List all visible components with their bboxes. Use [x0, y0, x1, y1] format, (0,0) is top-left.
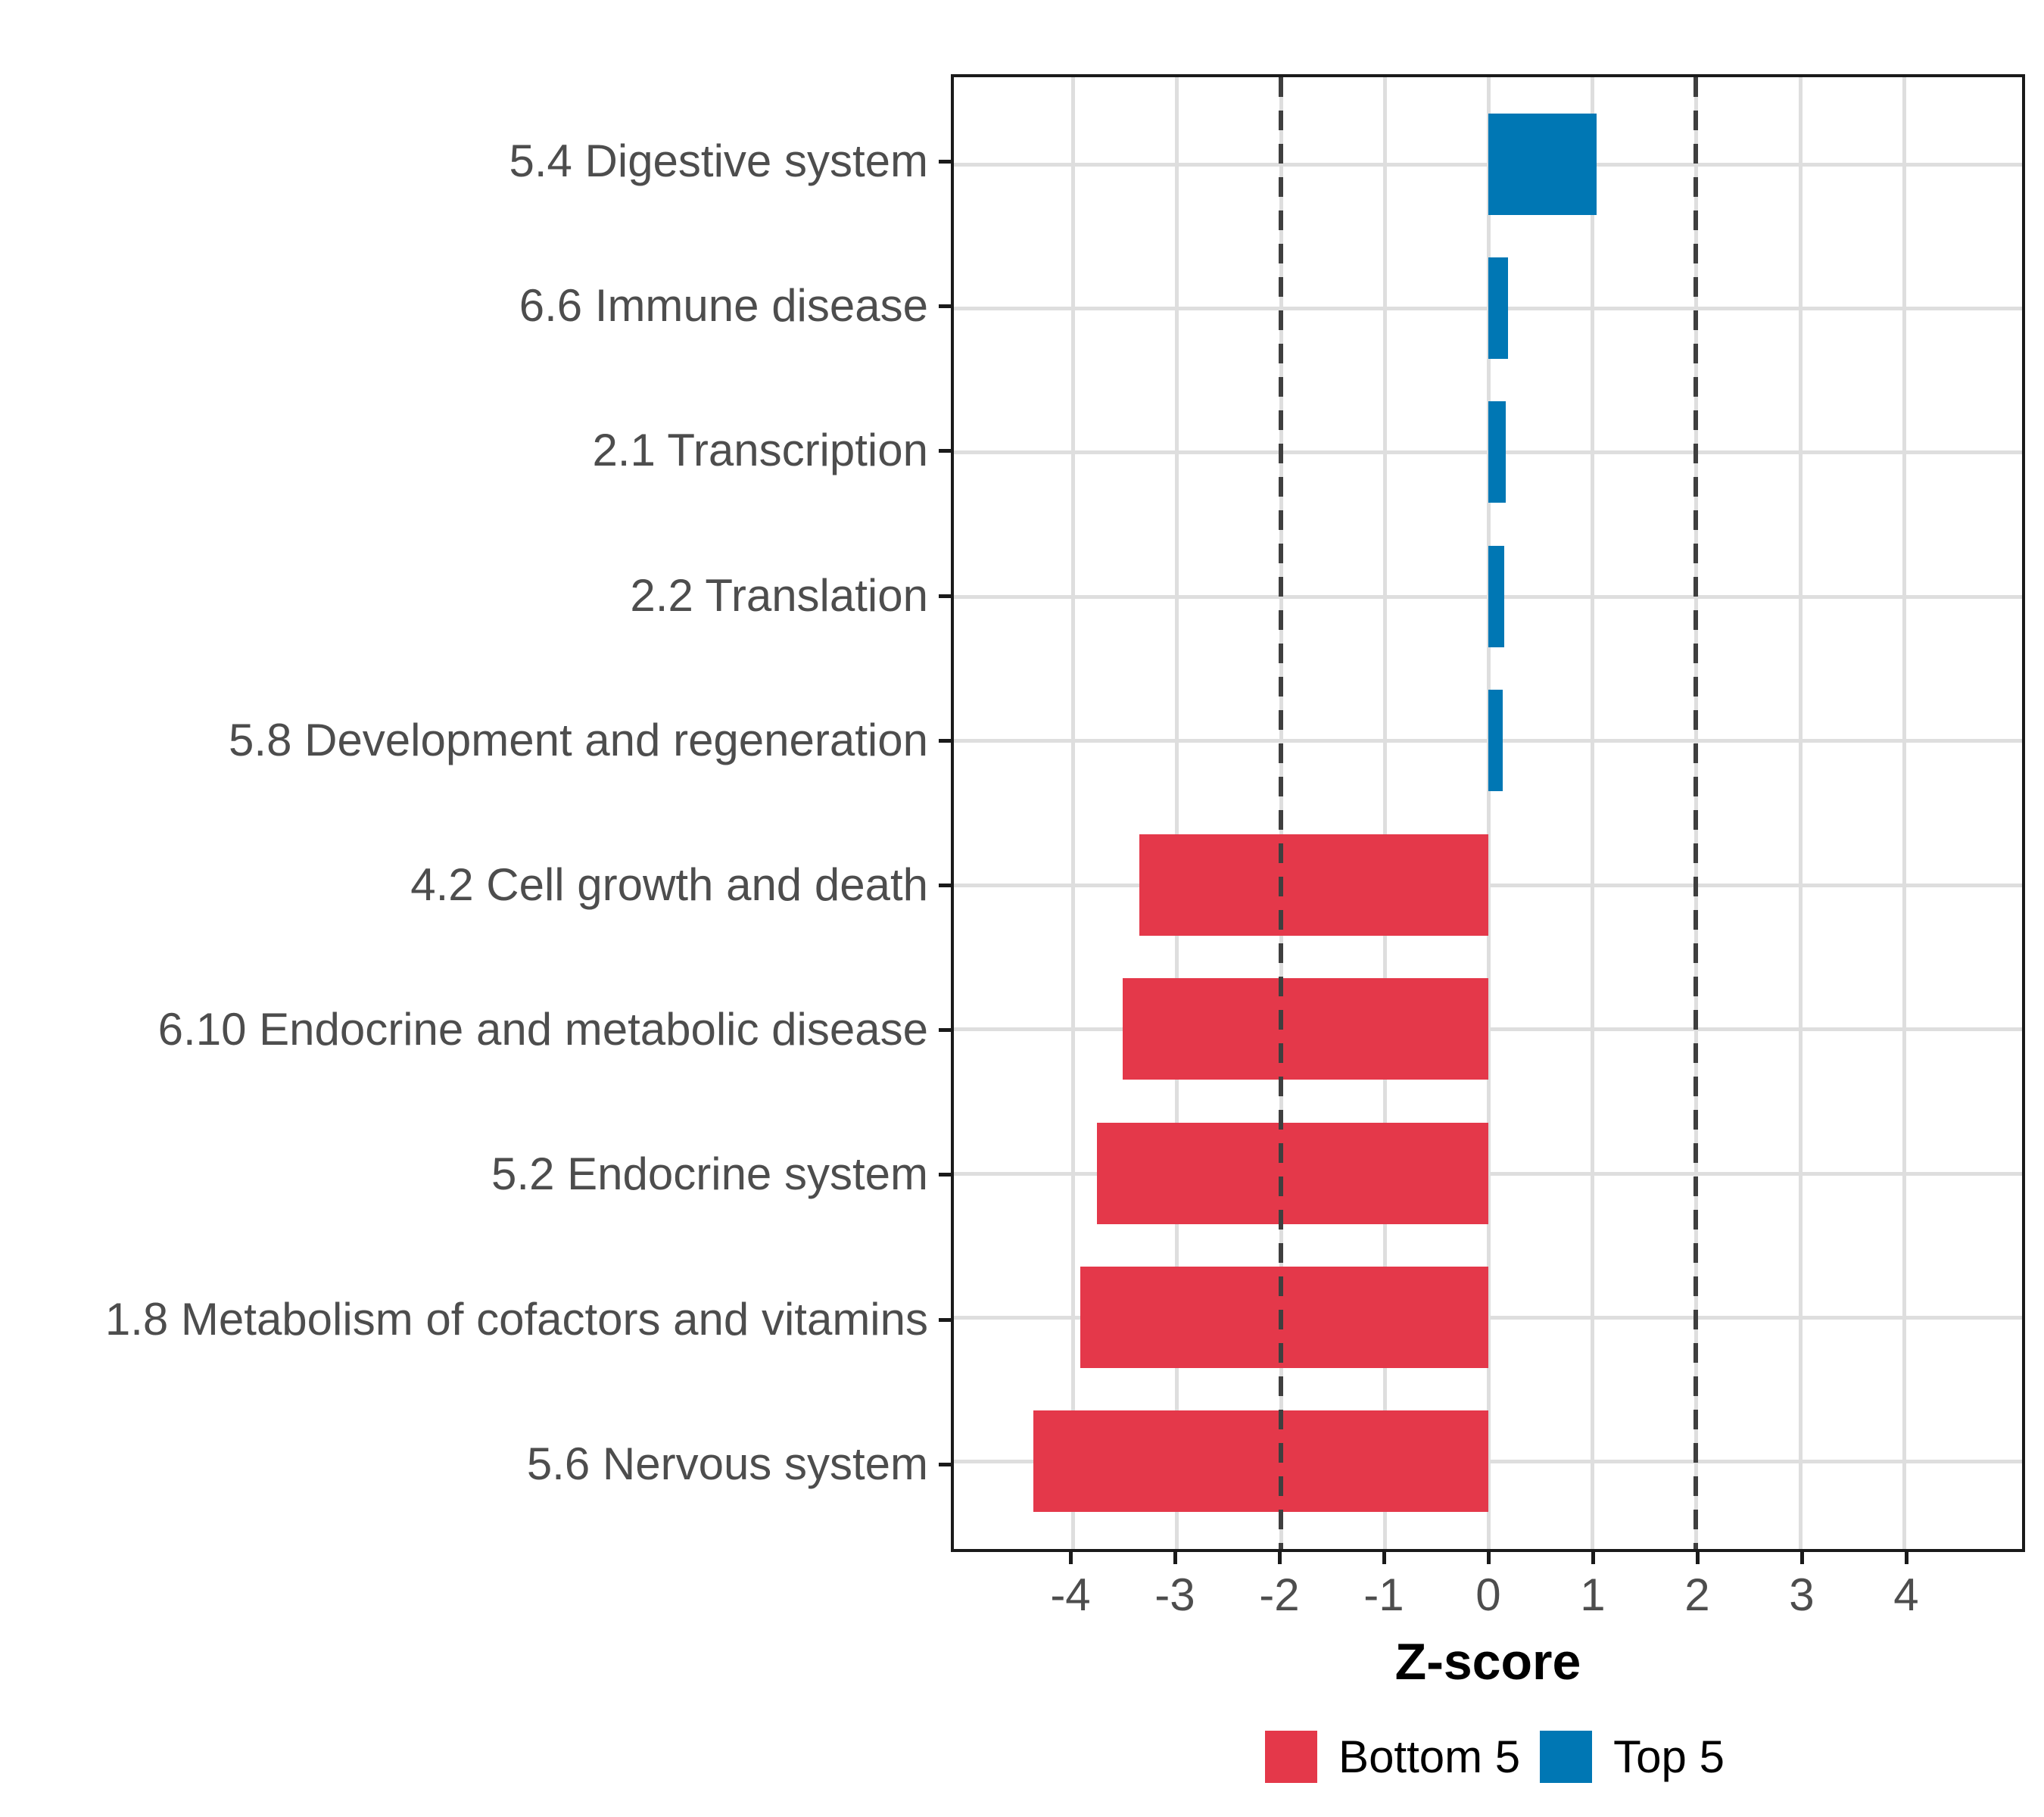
reference-line-2 — [1693, 77, 1699, 1549]
y-tick-mark — [939, 594, 951, 598]
bar-top — [1488, 690, 1503, 792]
gridline-row — [954, 450, 2022, 455]
x-tick-mark — [1591, 1552, 1595, 1564]
y-axis-label: 5.2 Endocrine system — [491, 1148, 928, 1200]
legend-item: Top 5 — [1540, 1730, 1725, 1783]
gridline-row — [954, 162, 2022, 167]
y-tick-mark — [939, 304, 951, 309]
legend-label: Bottom 5 — [1338, 1731, 1521, 1782]
y-tick-mark — [939, 1173, 951, 1177]
x-tick-label: -3 — [1154, 1569, 1195, 1620]
bar-top — [1488, 257, 1509, 359]
y-axis-label: 1.8 Metabolism of cofactors and vitamins — [104, 1293, 928, 1345]
gridline-x--4 — [1071, 77, 1076, 1549]
y-axis-label: 5.4 Digestive system — [509, 135, 928, 186]
plot-panel — [951, 74, 2025, 1552]
y-tick-mark — [939, 1028, 951, 1033]
y-axis-label: 4.2 Cell growth and death — [410, 859, 928, 911]
bar-bottom — [1139, 834, 1488, 936]
bar-bottom — [1096, 1122, 1488, 1224]
x-tick-mark — [1173, 1552, 1177, 1564]
y-axis-label: 2.2 Translation — [630, 569, 928, 621]
y-tick-mark — [939, 159, 951, 164]
legend-swatch — [1265, 1730, 1318, 1783]
legend-swatch — [1540, 1730, 1593, 1783]
legend: Bottom 5 Top 5 — [951, 1726, 2039, 1787]
bar-bottom — [1080, 1266, 1488, 1368]
x-tick-label: 2 — [1684, 1569, 1710, 1620]
gridline-row — [954, 739, 2022, 743]
gridline-x--1 — [1382, 77, 1387, 1549]
gridline-x-0 — [1486, 77, 1491, 1549]
gridline-row — [954, 594, 2022, 599]
x-tick-mark — [1069, 1552, 1073, 1564]
y-axis-label: 6.6 Immune disease — [519, 280, 928, 332]
gridline-x-1 — [1591, 77, 1595, 1549]
x-tick-label: 3 — [1789, 1569, 1815, 1620]
x-tick-mark — [1799, 1552, 1804, 1564]
legend-item: Bottom 5 — [1265, 1730, 1521, 1783]
y-tick-mark — [939, 449, 951, 453]
bar-bottom — [1122, 978, 1488, 1080]
x-tick-mark — [1695, 1552, 1700, 1564]
x-tick-label: -4 — [1050, 1569, 1091, 1620]
x-tick-mark — [1382, 1552, 1386, 1564]
x-tick-mark — [1486, 1552, 1491, 1564]
y-axis-label: 6.10 Endocrine and metabolic disease — [157, 1004, 928, 1055]
y-tick-mark — [939, 1462, 951, 1466]
y-axis-label: 2.1 Transcription — [592, 425, 928, 476]
gridline-x--3 — [1175, 77, 1179, 1549]
y-tick-mark — [939, 1317, 951, 1322]
bar-top — [1488, 113, 1597, 215]
x-tick-label: 0 — [1475, 1569, 1501, 1620]
x-tick-label: -1 — [1363, 1569, 1404, 1620]
gridline-x-4 — [1902, 77, 1906, 1549]
bar-bottom — [1033, 1410, 1488, 1513]
x-tick-label: 4 — [1893, 1569, 1919, 1620]
x-tick-label: 1 — [1580, 1569, 1606, 1620]
x-tick-mark — [1277, 1552, 1282, 1564]
y-tick-mark — [939, 884, 951, 888]
x-tick-label: -2 — [1259, 1569, 1300, 1620]
y-tick-mark — [939, 738, 951, 743]
gridline-row — [954, 306, 2022, 310]
legend-label: Top 5 — [1613, 1731, 1725, 1782]
y-axis-label: 5.8 Development and regeneration — [229, 714, 928, 765]
x-axis-title: Z-score — [1394, 1633, 1581, 1691]
bar-top — [1488, 545, 1504, 647]
bar-top — [1488, 401, 1507, 503]
x-tick-mark — [1904, 1552, 1908, 1564]
reference-line--2 — [1278, 77, 1283, 1549]
y-axis-label: 5.6 Nervous system — [526, 1438, 928, 1489]
gridline-x-3 — [1798, 77, 1803, 1549]
